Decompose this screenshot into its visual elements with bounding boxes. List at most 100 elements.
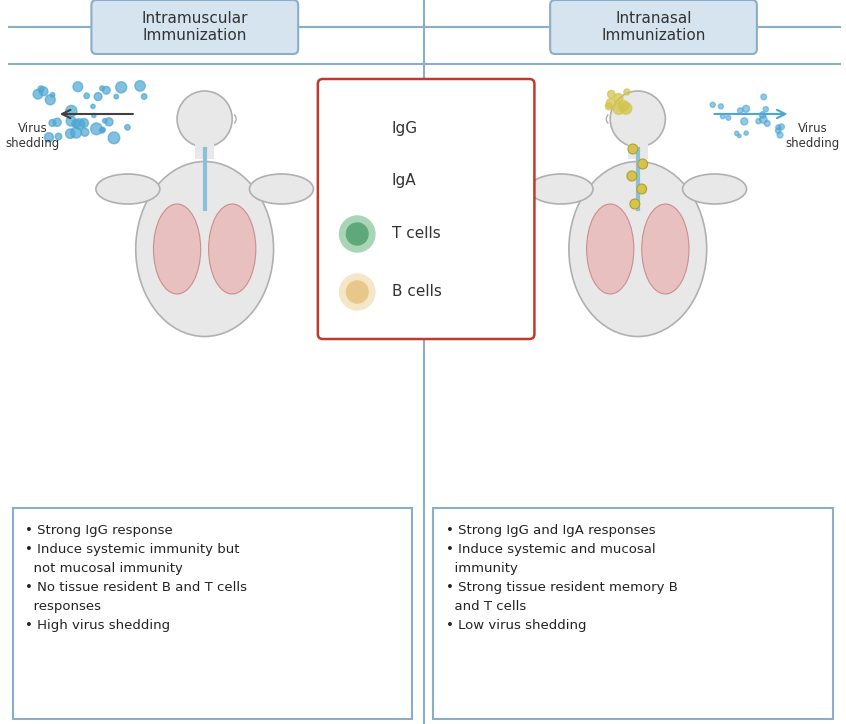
Circle shape [346,223,368,245]
Circle shape [743,105,750,112]
Circle shape [100,86,104,90]
FancyBboxPatch shape [13,508,412,719]
Circle shape [607,90,615,98]
Circle shape [102,119,107,123]
Circle shape [46,95,55,105]
Text: Intranasal
Immunization: Intranasal Immunization [602,11,706,43]
Circle shape [718,104,723,109]
Circle shape [339,216,375,252]
Circle shape [91,123,102,135]
Ellipse shape [529,174,593,204]
Text: • Strong IgG and IgA responses
• Induce systemic and mucosal
  immunity
• Strong: • Strong IgG and IgA responses • Induce … [446,524,678,632]
Circle shape [764,120,770,127]
FancyBboxPatch shape [91,0,298,54]
Ellipse shape [642,204,689,294]
Circle shape [105,118,113,126]
Circle shape [777,132,783,138]
Circle shape [124,125,130,130]
Circle shape [108,132,120,144]
Circle shape [101,127,105,132]
Circle shape [92,114,96,117]
Circle shape [53,118,61,127]
Circle shape [607,98,616,108]
Circle shape [114,94,118,99]
Circle shape [84,93,90,98]
Circle shape [80,119,89,127]
Circle shape [45,132,53,142]
Circle shape [81,128,89,136]
Circle shape [637,184,646,194]
Circle shape [73,82,83,92]
Circle shape [710,102,715,107]
Circle shape [726,116,731,120]
Circle shape [606,103,612,109]
Text: Intramuscular
Immunization: Intramuscular Immunization [141,11,248,43]
Circle shape [613,103,624,114]
Circle shape [744,131,749,135]
Ellipse shape [209,204,255,294]
Circle shape [738,108,743,114]
Ellipse shape [569,161,706,337]
Circle shape [39,87,48,96]
Circle shape [628,144,638,154]
Text: Virus
shedding: Virus shedding [786,122,840,150]
Circle shape [630,199,640,209]
Text: IgA: IgA [392,174,416,188]
Circle shape [627,171,637,181]
Circle shape [116,82,127,93]
Circle shape [776,128,781,133]
Bar [195,117,215,159]
Text: Virus
shedding: Virus shedding [5,122,59,150]
Circle shape [638,159,648,169]
Circle shape [177,91,232,147]
Ellipse shape [683,174,746,204]
FancyBboxPatch shape [550,0,757,54]
Circle shape [339,274,375,310]
Ellipse shape [153,204,201,294]
Circle shape [71,127,81,138]
Circle shape [755,119,761,124]
Circle shape [135,80,146,91]
Text: T cells: T cells [392,227,441,242]
Circle shape [734,131,739,135]
Ellipse shape [135,161,273,337]
Circle shape [778,124,784,130]
Ellipse shape [586,204,634,294]
Circle shape [55,133,62,140]
Circle shape [100,128,105,133]
Circle shape [72,119,80,127]
Circle shape [620,103,632,114]
FancyBboxPatch shape [433,508,832,719]
Circle shape [721,114,725,119]
Circle shape [741,118,748,125]
Circle shape [66,116,76,126]
Circle shape [776,125,781,130]
Circle shape [346,281,368,303]
Circle shape [50,93,55,97]
Circle shape [760,116,767,123]
Circle shape [91,104,95,109]
Circle shape [614,93,623,102]
Circle shape [763,106,768,112]
Circle shape [49,119,56,127]
Circle shape [760,111,766,118]
Circle shape [66,106,77,117]
Circle shape [94,93,102,101]
Ellipse shape [96,174,160,204]
Text: • Strong IgG response
• Induce systemic immunity but
  not mucosal immunity
• No: • Strong IgG response • Induce systemic … [25,524,248,632]
Circle shape [618,101,629,111]
Text: B cells: B cells [392,285,442,300]
Text: IgG: IgG [392,122,418,137]
Circle shape [738,134,741,138]
Circle shape [102,86,110,94]
Circle shape [33,89,42,99]
Circle shape [141,93,147,99]
Bar [628,117,648,159]
Circle shape [761,94,766,100]
Circle shape [610,91,665,147]
Circle shape [38,86,44,92]
FancyBboxPatch shape [318,79,535,339]
Circle shape [624,89,629,95]
Circle shape [74,119,85,130]
Circle shape [66,129,75,138]
